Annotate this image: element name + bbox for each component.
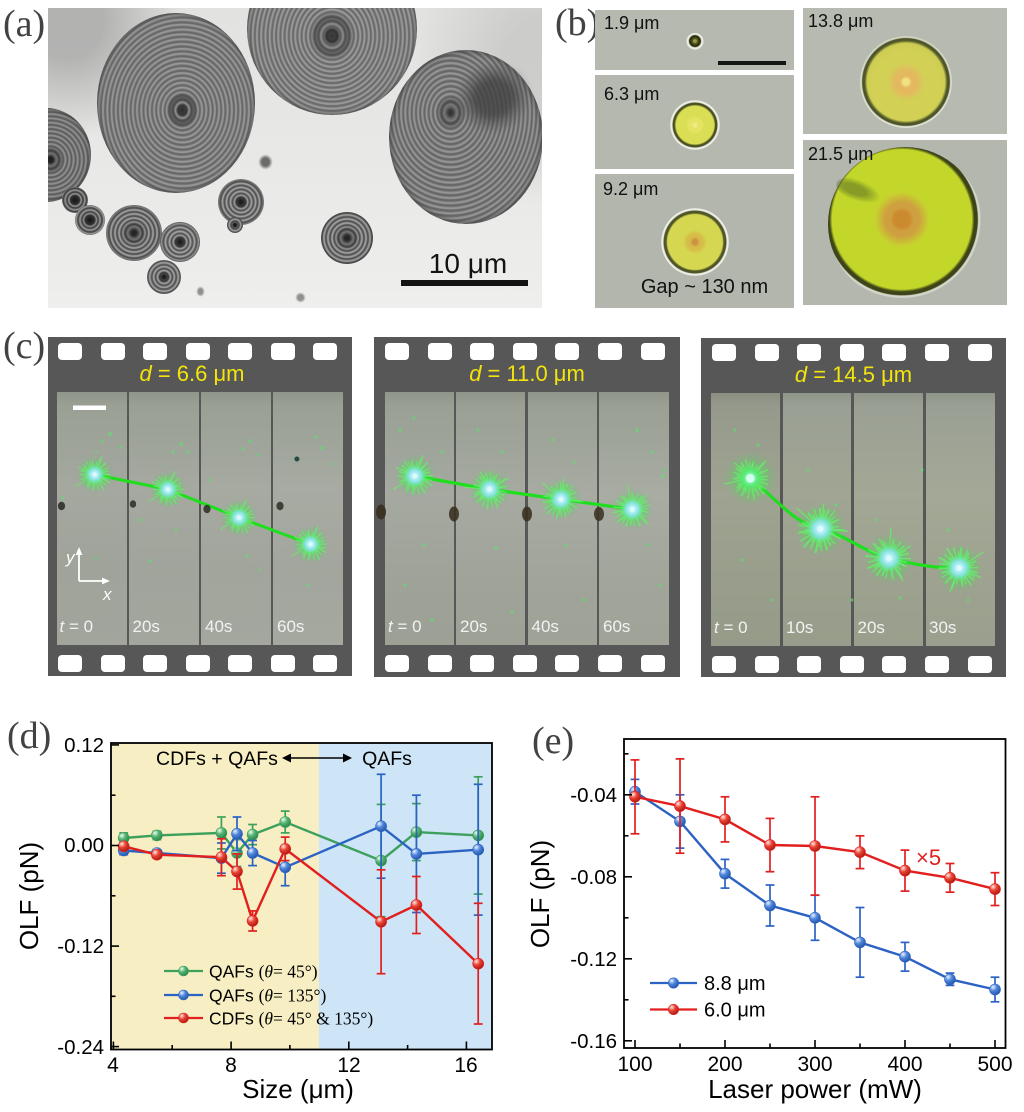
svg-text:x: x <box>102 585 112 604</box>
svg-text:QAFs: QAFs <box>362 748 412 770</box>
svg-text:CDFs + QAFs: CDFs + QAFs <box>156 748 278 770</box>
svg-text:CDFs (θ= 45° & 135°): CDFs (θ= 45° & 135°) <box>209 1009 373 1029</box>
svg-text:-0.04: -0.04 <box>570 784 617 807</box>
svg-text:×5: ×5 <box>916 845 941 870</box>
svg-text:12: 12 <box>337 1054 360 1077</box>
svg-text:QAFs (θ= 135°): QAFs (θ= 135°) <box>209 986 327 1006</box>
svg-text:-0.16: -0.16 <box>570 1030 617 1053</box>
svg-text:-0.12: -0.12 <box>57 935 104 958</box>
svg-text:Size (μm): Size (μm) <box>242 1074 354 1104</box>
svg-text:0.00: 0.00 <box>64 834 104 857</box>
svg-text:400: 400 <box>887 1053 922 1076</box>
svg-text:Laser power (mW): Laser power (mW) <box>708 1074 922 1104</box>
svg-text:200: 200 <box>707 1053 742 1076</box>
svg-text:OLF (pN): OLF (pN) <box>525 840 555 948</box>
svg-text:y: y <box>65 548 76 567</box>
svg-text:16: 16 <box>454 1054 477 1077</box>
svg-text:-0.24: -0.24 <box>57 1036 104 1059</box>
svg-text:QAFs (θ= 45°): QAFs (θ= 45°) <box>209 962 318 982</box>
svg-text:6.0 μm: 6.0 μm <box>704 1000 766 1022</box>
svg-text:-0.08: -0.08 <box>570 866 617 889</box>
svg-text:-0.12: -0.12 <box>570 948 617 971</box>
svg-text:100: 100 <box>617 1053 652 1076</box>
svg-text:8: 8 <box>225 1054 237 1077</box>
svg-text:0.12: 0.12 <box>64 734 104 757</box>
svg-text:8.8 μm: 8.8 μm <box>704 973 766 995</box>
svg-text:OLF (pN): OLF (pN) <box>14 842 44 950</box>
svg-text:500: 500 <box>977 1053 1012 1076</box>
svg-text:4: 4 <box>107 1054 119 1077</box>
svg-text:300: 300 <box>797 1053 832 1076</box>
